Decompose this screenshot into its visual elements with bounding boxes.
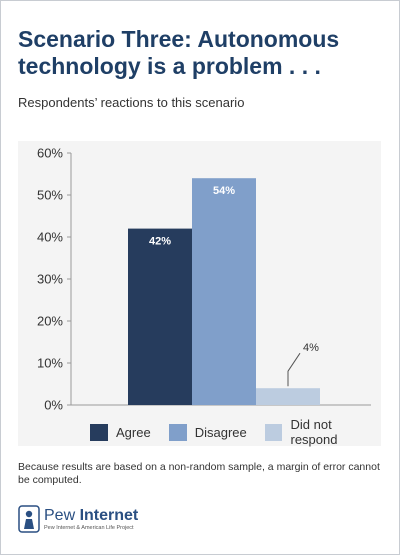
y-tick-label: 40% — [37, 230, 63, 245]
legend-item-agree: Agree — [90, 423, 151, 441]
pew-logo-icon — [18, 505, 40, 533]
data-label: 54% — [213, 185, 235, 197]
data-label: 42% — [149, 236, 171, 248]
y-tick-label: 60% — [37, 146, 63, 161]
legend-label-agree: Agree — [116, 424, 151, 440]
legend-item-disagree: Disagree — [168, 423, 247, 441]
data-label: 4% — [303, 342, 319, 354]
logo-tagline: Pew Internet & American Life Project — [44, 524, 134, 531]
y-tick-label: 30% — [37, 272, 63, 287]
y-tick-label: 20% — [37, 314, 63, 329]
page-title: Scenario Three: Autonomous technology is… — [18, 26, 340, 79]
callout-line — [287, 352, 301, 387]
chart-panel: 0% 10% 20% 30% 40% 50% 60% 42% 54% 4% Agree Disag… — [18, 141, 381, 447]
bar-agree — [128, 228, 192, 405]
logo-name-bold: Internet — [79, 506, 139, 524]
y-tick-label: 10% — [37, 356, 63, 371]
bar-disagree — [192, 178, 256, 405]
bar-did-not-respond — [256, 388, 320, 405]
legend-swatch-did-not-respond — [264, 423, 283, 441]
pew-internet-logo: Pew Internet Pew Internet & American Lif… — [18, 505, 138, 533]
page-subtitle: Respondents’ reactions to this scenario — [18, 95, 245, 110]
logo-name-light: Pew — [44, 506, 80, 524]
legend-item-did-not-respond: Did not respond — [264, 417, 381, 447]
bar-chart: 0% 10% 20% 30% 40% 50% 60% 42% 54% 4% — [37, 146, 371, 413]
legend-label-disagree: Disagree — [194, 424, 247, 440]
legend-swatch-disagree — [168, 423, 187, 441]
y-tick-label: 0% — [44, 398, 63, 413]
chart-legend: Agree Disagree Did not respond — [90, 417, 381, 447]
legend-label-did-not-respond: Did not respond — [290, 417, 338, 447]
footnote: Because results are based on a non-rando… — [18, 461, 380, 486]
logo-name: Pew Internet — [44, 507, 138, 525]
legend-swatch-agree — [90, 423, 108, 441]
y-tick-label: 50% — [37, 188, 63, 203]
